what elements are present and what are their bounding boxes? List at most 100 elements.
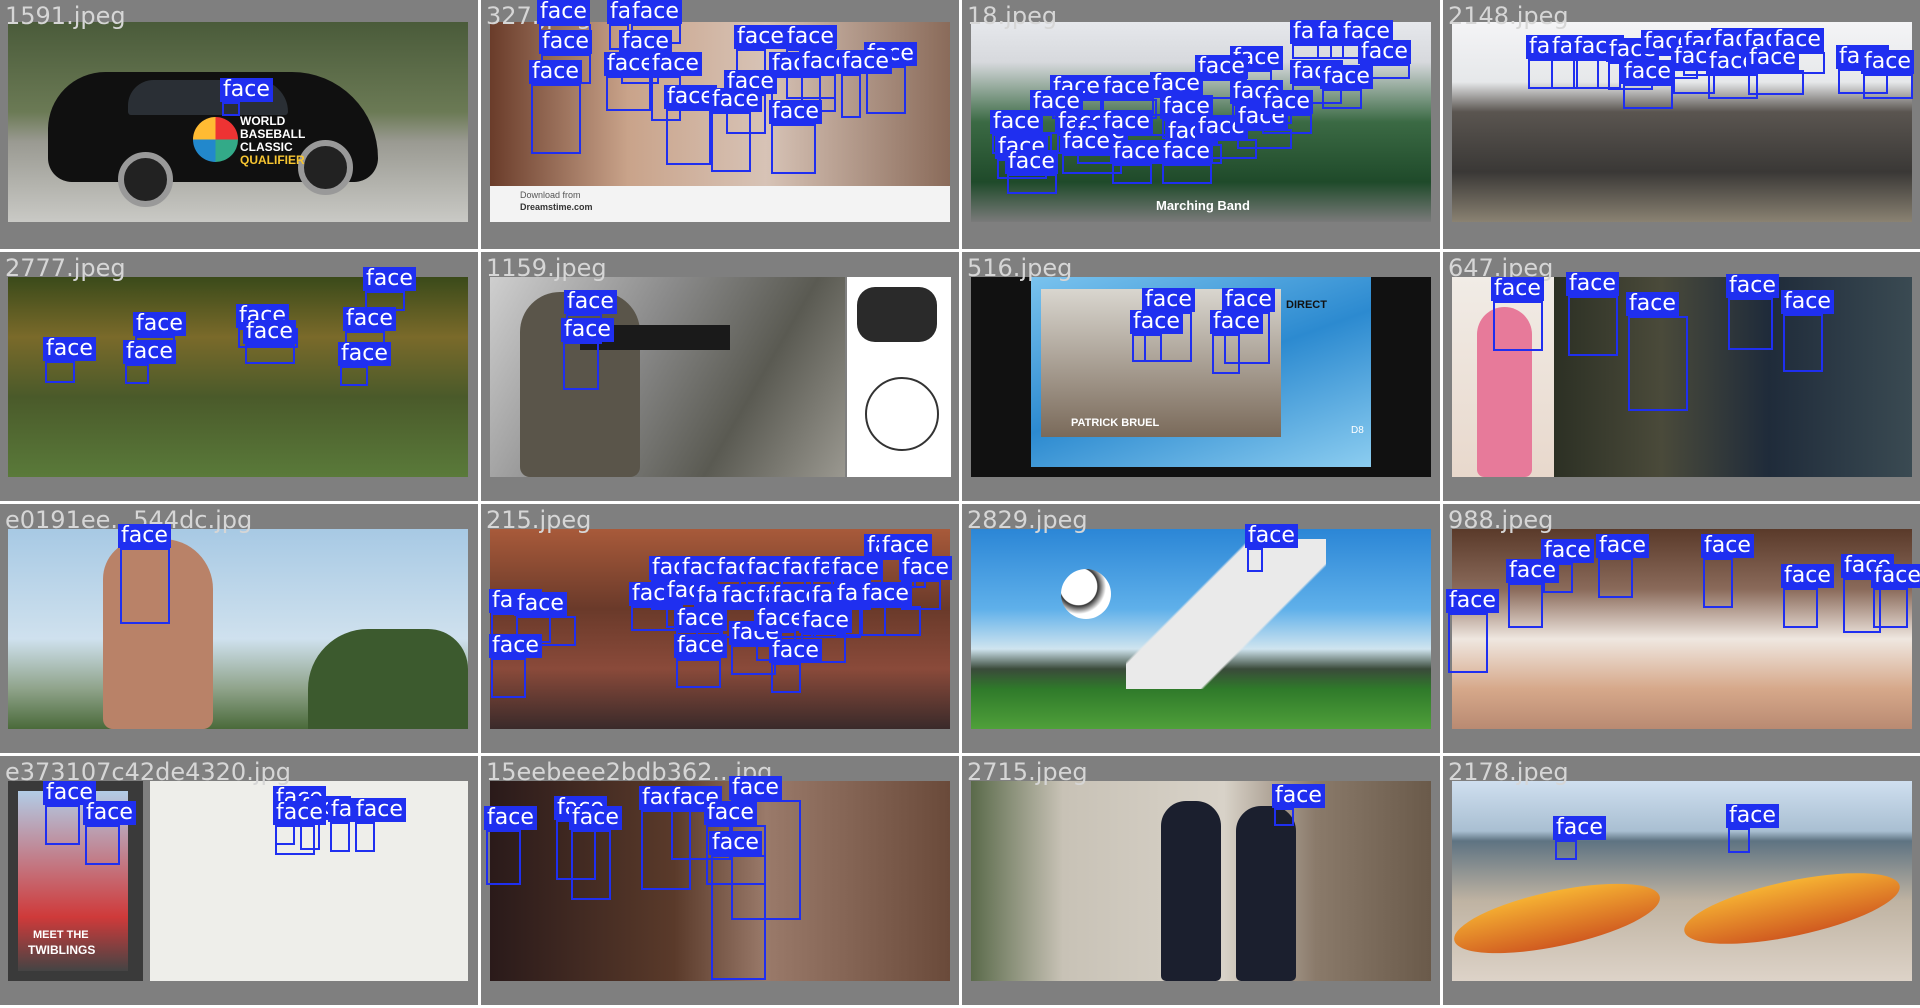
detection-label: face bbox=[1596, 534, 1649, 558]
detection-label: face bbox=[1150, 72, 1203, 96]
detection-box bbox=[1322, 89, 1362, 109]
detection-box bbox=[486, 830, 521, 885]
scope-shape bbox=[857, 287, 937, 342]
detection-box bbox=[641, 810, 691, 890]
car-text-2: BASEBALL bbox=[240, 127, 306, 141]
detection-label: face bbox=[674, 607, 727, 631]
wheel-rear bbox=[298, 140, 353, 195]
officer-figure-1 bbox=[1161, 801, 1221, 981]
detection-label: face bbox=[1621, 60, 1674, 84]
tile-1591[interactable]: WORLD BASEBALL CLASSIC QUALIFIER 1591.jp… bbox=[0, 0, 478, 249]
tile-215[interactable]: 215.jpeg face face face face face face face fac… bbox=[481, 504, 959, 753]
detection-label: face bbox=[784, 25, 837, 49]
photo bbox=[971, 529, 1431, 729]
tile-e0191[interactable]: e0191ee...544dc.jpg face bbox=[0, 504, 478, 753]
filename: 2777.jpeg bbox=[5, 254, 126, 282]
player-figure bbox=[1126, 539, 1326, 689]
detection-label: face bbox=[561, 318, 614, 342]
filename: 2148.jpeg bbox=[1448, 2, 1569, 30]
car-text-1: WORLD bbox=[240, 114, 286, 128]
officer-figure-2 bbox=[1236, 806, 1296, 981]
detection-label: face bbox=[43, 337, 96, 361]
detection-box bbox=[711, 855, 766, 980]
tile-18[interactable]: Marching Band 18.jpeg face face face face fa… bbox=[962, 0, 1440, 249]
detection-label: face bbox=[343, 307, 396, 331]
tile-e3731[interactable]: MEET THE TWIBLINGS e373107c42de4320.jpg … bbox=[0, 756, 478, 1005]
caption: Marching Band bbox=[1156, 198, 1250, 213]
tile-647[interactable]: 647.jpeg face face face face face bbox=[1443, 252, 1920, 501]
detection-label: face bbox=[1320, 65, 1373, 89]
detection-box bbox=[85, 825, 120, 865]
detection-label: face bbox=[123, 340, 176, 364]
detection-box bbox=[531, 84, 581, 154]
detection-label: face bbox=[1260, 90, 1313, 114]
filename: 1591.jpeg bbox=[5, 2, 126, 30]
photo: WORLD BASEBALL CLASSIC QUALIFIER bbox=[8, 22, 468, 222]
detection-box bbox=[1843, 578, 1881, 633]
detection-label: face bbox=[754, 607, 807, 631]
detection-label: face bbox=[769, 100, 822, 124]
badge-direct: DIRECT bbox=[1286, 299, 1327, 311]
person-figure bbox=[1477, 307, 1532, 477]
tile-15eeb[interactable]: 15eebeee2bdb362...jpg face face face face fa… bbox=[481, 756, 959, 1005]
detection-box bbox=[771, 124, 816, 174]
detection-box bbox=[606, 76, 651, 111]
tile-988[interactable]: 988.jpeg face face face face face face face fac… bbox=[1443, 504, 1920, 753]
tile-2148[interactable]: 2148.jpeg face face face face face face face fa… bbox=[1443, 0, 1920, 249]
detection-label: face bbox=[1142, 288, 1195, 312]
detection-label: face bbox=[118, 524, 171, 548]
detection-box bbox=[861, 606, 921, 636]
detection-box bbox=[491, 658, 526, 698]
detection-label: face bbox=[859, 582, 912, 606]
tile-2829[interactable]: 2829.jpeg face bbox=[962, 504, 1440, 753]
detection-label: face bbox=[243, 320, 296, 344]
photo bbox=[8, 529, 468, 729]
detection-label: face bbox=[709, 831, 762, 855]
tree-foliage bbox=[308, 629, 468, 729]
tile-516[interactable]: DIRECT PATRICK BRUEL D8 516.jpeg face fac… bbox=[962, 252, 1440, 501]
detection-box bbox=[1708, 74, 1758, 99]
filename: 2829.jpeg bbox=[967, 506, 1088, 534]
detection-label: face bbox=[220, 78, 273, 102]
detection-label: face bbox=[1701, 534, 1754, 558]
tile-2178[interactable]: 2178.jpeg face face bbox=[1443, 756, 1920, 1005]
detection-label: face bbox=[1626, 292, 1679, 316]
detection-box bbox=[1448, 613, 1488, 673]
detection-label: face bbox=[704, 801, 757, 825]
detection-label: face bbox=[1222, 288, 1275, 312]
detection-label: face bbox=[1130, 310, 1183, 334]
filename: 2178.jpeg bbox=[1448, 758, 1569, 786]
detection-box bbox=[1783, 588, 1818, 628]
tile-327[interactable]: Download from Dreamstime.com 327.jpeg fa… bbox=[481, 0, 959, 249]
detection-box bbox=[1007, 174, 1057, 194]
detection-label: face bbox=[564, 290, 617, 314]
detection-box bbox=[222, 102, 240, 116]
detection-box bbox=[571, 830, 611, 900]
detection-box bbox=[340, 366, 368, 386]
detection-label: face bbox=[1746, 46, 1799, 70]
detection-label: face bbox=[629, 0, 682, 24]
tile-2777[interactable]: 2777.jpeg face face face face face face face fa… bbox=[0, 252, 478, 501]
detection-label: face bbox=[1726, 804, 1779, 828]
detection-label: face bbox=[1060, 130, 1113, 154]
filename: 988.jpeg bbox=[1448, 506, 1554, 534]
tile-2715[interactable]: 2715.jpeg face bbox=[962, 756, 1440, 1005]
soccer-ball bbox=[1061, 569, 1111, 619]
detection-box bbox=[711, 112, 751, 172]
detection-box bbox=[1873, 588, 1908, 628]
detection-label: face bbox=[674, 634, 727, 658]
detection-label: face bbox=[769, 639, 822, 663]
photo-band bbox=[1554, 277, 1912, 477]
detection-label: face bbox=[899, 556, 952, 580]
watermark-text-2: Dreamstime.com bbox=[520, 202, 593, 212]
detection-label: face bbox=[1272, 784, 1325, 808]
detection-box bbox=[1132, 334, 1162, 362]
tile-1159[interactable]: 1159.jpeg face face bbox=[481, 252, 959, 501]
car-text-3: CLASSIC bbox=[240, 140, 293, 154]
detection-label: face bbox=[709, 88, 762, 112]
detection-label: face bbox=[1781, 290, 1834, 314]
filename: 516.jpeg bbox=[967, 254, 1073, 282]
detection-box bbox=[1212, 334, 1240, 374]
detection-label: face bbox=[1861, 50, 1914, 74]
